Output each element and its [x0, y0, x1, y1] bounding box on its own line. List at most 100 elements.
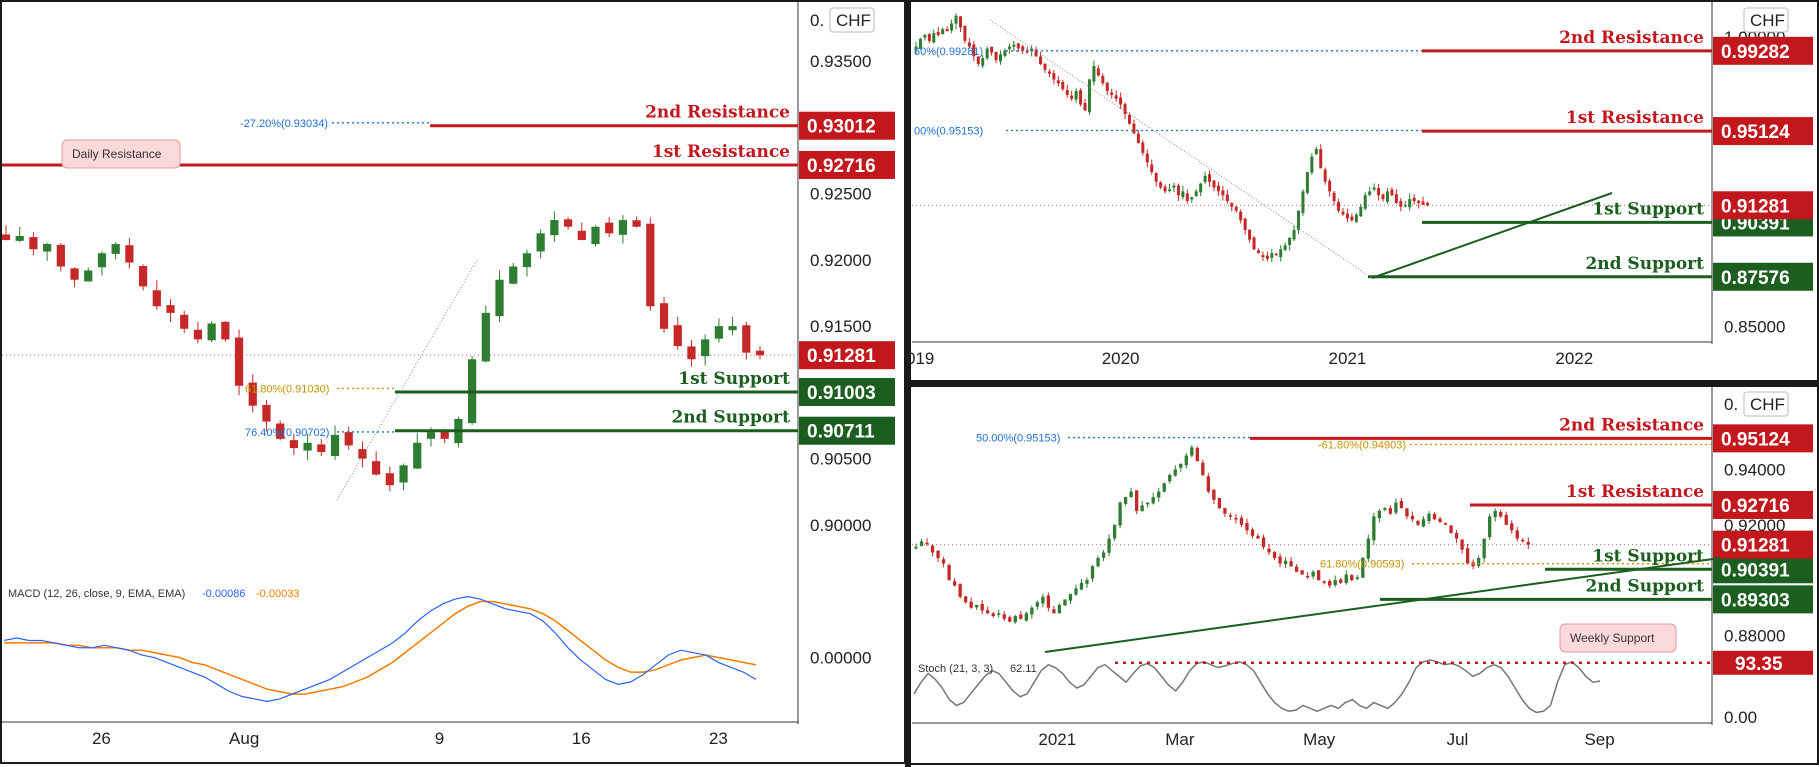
indicator-zero-label: 0.00000: [810, 649, 871, 668]
candle-body: [1256, 535, 1260, 539]
candle-body: [981, 58, 985, 66]
candle-body: [1234, 518, 1238, 520]
candle-body: [1283, 560, 1288, 565]
current-price-tag: [799, 341, 895, 370]
level-price-label: 0.92716: [807, 156, 876, 177]
candle-body: [1294, 566, 1299, 572]
level-price-label: 0.92716: [1721, 496, 1790, 517]
candle-body: [1337, 202, 1341, 211]
candle-body: [1239, 517, 1244, 525]
level-name: 1st Support: [1592, 546, 1704, 566]
fib-label: 00%(0.95153): [914, 126, 983, 138]
candle-body: [1344, 574, 1348, 584]
candle-body: [550, 220, 559, 236]
candle-body: [262, 404, 271, 422]
level-name: 2nd Support: [1585, 576, 1704, 596]
current-price-label: 0.91281: [1721, 196, 1790, 217]
level-price-tag: [1713, 117, 1813, 146]
level-price-label: 0.95124: [1721, 429, 1790, 450]
candle-body: [1305, 172, 1309, 193]
candle-body: [180, 314, 189, 329]
candle-body: [1323, 169, 1327, 182]
currency-badge-label: CHF: [836, 11, 871, 30]
macd-line: [3, 596, 757, 702]
h4-chart-panel: 0.94000 0.92000 0.88000 0. CHF 2021 Mar May Jul S…: [912, 386, 1813, 749]
candle-body: [1278, 556, 1282, 564]
candle-body: [495, 279, 504, 317]
candle-body: [1482, 538, 1486, 559]
x-tick-label: 019: [906, 349, 934, 368]
candle-body: [1150, 164, 1154, 173]
y-tick-label: 0.85000: [1724, 317, 1785, 336]
candle-body: [1012, 44, 1016, 47]
candle-body: [919, 541, 924, 547]
level-price-label: 0.99282: [1721, 42, 1790, 63]
candle-body: [991, 613, 995, 617]
candle-body: [1206, 476, 1211, 492]
candle-body: [986, 610, 990, 614]
indicator-name: MACD (12, 26, close, 9, EMA, EMA): [8, 588, 185, 600]
candle-body: [914, 546, 918, 549]
candle-body: [1195, 447, 1199, 462]
candle-body: [1228, 515, 1233, 517]
candle-body: [1322, 581, 1326, 583]
level-price-tag: [1713, 262, 1813, 291]
candle-body: [1030, 48, 1034, 51]
candle-body: [1052, 73, 1056, 80]
candle-body: [1521, 539, 1525, 542]
candle-body: [1372, 516, 1376, 541]
candle-body: [990, 46, 994, 53]
candle-body: [303, 442, 312, 451]
callout-box: [61, 139, 181, 169]
currency-badge-label: CHF: [1750, 395, 1785, 414]
candle-body: [1248, 229, 1252, 240]
candle-body: [166, 305, 175, 313]
candle-body: [1239, 211, 1243, 221]
candle-body: [1345, 213, 1349, 219]
candle-body: [1216, 185, 1220, 192]
candle-body: [138, 266, 148, 287]
stoch-line: [913, 659, 1601, 714]
candle-body: [976, 56, 980, 64]
candle-body: [914, 46, 918, 50]
candle-body: [1035, 602, 1040, 607]
candle-body: [1043, 63, 1047, 70]
candle-body: [1110, 92, 1114, 95]
y-tick-label: 0.92000: [1724, 516, 1785, 535]
y-tick-label: 0.92500: [810, 185, 871, 204]
candle-body: [1314, 148, 1318, 155]
candle-body: [1190, 447, 1194, 456]
candle-body: [1377, 510, 1382, 519]
candle-body: [605, 222, 614, 234]
trendline: [1371, 192, 1613, 279]
candle-body: [221, 321, 230, 340]
candle-body: [1476, 557, 1481, 567]
candle-body: [1025, 50, 1029, 53]
macd-value: -0.00086: [202, 588, 245, 600]
candle-body: [941, 559, 946, 564]
candle-body: [1065, 90, 1069, 95]
candle-body: [701, 339, 710, 357]
level-name: 2nd Resistance: [645, 103, 790, 123]
candle-body: [1515, 530, 1519, 539]
candle-body: [1465, 548, 1470, 564]
candle-body: [997, 613, 1001, 615]
candle-body: [372, 461, 381, 475]
candle-body: [1092, 65, 1096, 82]
callout-box: [1559, 623, 1677, 653]
candle-body: [1394, 194, 1398, 203]
candle-body: [1381, 194, 1385, 200]
candle-body: [1317, 570, 1321, 581]
candle-body: [1129, 491, 1133, 497]
candle-body: [687, 346, 696, 360]
candle-body: [1179, 463, 1183, 468]
level-price-tag: [799, 378, 895, 407]
level-name: 2nd Resistance: [1559, 28, 1704, 48]
candle-body: [930, 545, 935, 553]
candle-body: [1021, 46, 1025, 51]
candle-body: [1159, 182, 1163, 188]
level-name: 1st Support: [678, 369, 790, 389]
candle-body: [972, 44, 976, 57]
candle-body: [936, 31, 940, 36]
